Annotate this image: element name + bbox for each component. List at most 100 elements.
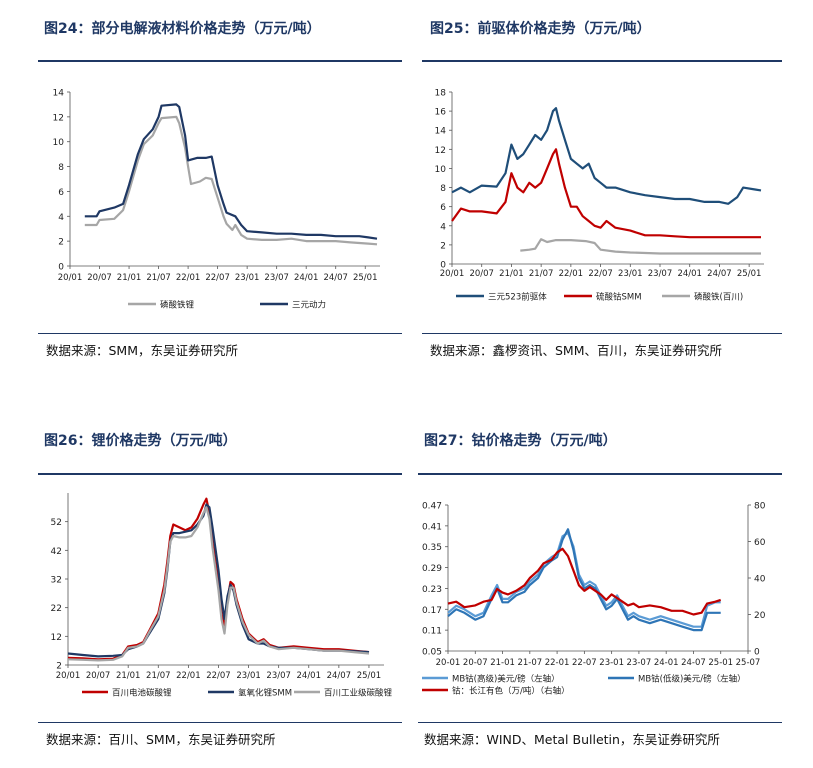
x-tick-label: 21-07	[517, 658, 542, 668]
x-tick-label: 22/07	[206, 671, 231, 681]
y-tick-label: 0.29	[422, 564, 442, 574]
title-rule-fig25	[422, 60, 782, 62]
y-tick-label: 0.23	[422, 585, 442, 595]
y-tick-label: 0.47	[422, 502, 442, 512]
y-tick-label: 4	[440, 222, 446, 232]
x-tick-label: 21/07	[146, 671, 171, 681]
x-tick-label: 20/01	[56, 671, 81, 681]
x-tick-label: 24/07	[323, 273, 348, 283]
legend-label: 氢氧化锂SMM	[238, 688, 292, 699]
y-tick-label: 0.35	[422, 543, 442, 553]
legend-label: 磷酸铁锂	[160, 300, 195, 311]
y-tick-label: 0.17	[422, 606, 442, 616]
x-tick-label: 24-01	[654, 658, 679, 668]
x-tick-label: 24/07	[707, 269, 732, 279]
y2-tick-label: 80	[754, 502, 766, 512]
source-note-fig24: 数据来源：SMM，东吴证券研究所	[46, 343, 239, 358]
series-line	[67, 506, 370, 662]
series-line	[447, 531, 721, 628]
y-tick-label: 12	[51, 633, 62, 643]
y-tick-label: 14	[53, 89, 65, 99]
x-tick-label: 22/07	[205, 273, 230, 283]
y-tick-label: 4	[58, 213, 64, 223]
x-tick-label: 25/01	[737, 269, 762, 279]
chart-title-fig27: 图27：钴价格走势（万元/吨）	[424, 433, 617, 449]
legend-label: MB钴(低级)美元/磅（左轴）	[638, 674, 746, 685]
x-tick-label: 24/01	[294, 273, 319, 283]
x-tick-label: 20/07	[87, 273, 112, 283]
legend-label: 三元动力	[292, 300, 326, 311]
x-tick-label: 20/01	[440, 269, 465, 279]
y-tick-label: 0.41	[422, 522, 442, 532]
x-tick-label: 22/01	[559, 269, 584, 279]
x-tick-label: 24/07	[327, 671, 352, 681]
y-tick-label: 18	[435, 89, 447, 99]
x-tick-label: 23/01	[235, 273, 260, 283]
x-tick-label: 23-01	[599, 658, 624, 668]
y-tick-label: 10	[435, 165, 447, 175]
y-tick-label: 2	[58, 238, 64, 248]
x-tick-label: 21/07	[146, 273, 171, 283]
series-line	[84, 103, 378, 240]
y2-tick-label: 40	[754, 575, 766, 585]
series-line	[67, 503, 370, 658]
chart-title-fig26: 图26：锂价格走势（万元/吨）	[44, 433, 237, 449]
y-tick-label: 10	[53, 138, 65, 148]
y-tick-label: 32	[51, 576, 62, 586]
x-tick-label: 23/07	[266, 671, 291, 681]
source-note-fig26: 数据来源：百川、SMM，东吴证券研究所	[46, 732, 276, 747]
legend-label: MB钴(高级)美元/磅（左轴）	[452, 674, 560, 685]
source-rule-fig24	[38, 333, 402, 334]
x-tick-label: 25-07	[736, 658, 761, 668]
y-tick-label: 0	[58, 263, 64, 273]
y-tick-label: 0	[440, 261, 446, 271]
legend-label: 百川电池碳酸锂	[112, 688, 172, 699]
chart-fig24: 0 2 4 6 8 10 12 14 20/01 20/07 21/01 21/07 22/01 22/0…	[53, 89, 380, 311]
x-tick-label: 22/01	[176, 273, 201, 283]
y2-tick-label: 0	[754, 648, 760, 658]
y-tick-label: 8	[58, 163, 64, 173]
chart-title-fig24: 图24：部分电解液材料价格走势（万元/吨）	[44, 21, 321, 37]
series-line	[520, 238, 761, 255]
x-tick-label: 22/07	[588, 269, 613, 279]
y2-tick-label: 20	[754, 611, 766, 621]
chart-title-fig25: 图25：前驱体价格走势（万元/吨）	[430, 21, 651, 37]
series-line	[447, 547, 722, 616]
legend-label: 钴：长江有色（万/吨）（右轴）	[452, 686, 570, 697]
y-tick-label: 0.11	[422, 627, 442, 637]
x-tick-label: 20/07	[469, 269, 494, 279]
x-tick-label: 22-01	[545, 658, 570, 668]
x-tick-label: 22/01	[176, 671, 201, 681]
source-note-fig25: 数据来源：鑫椤资讯、SMM、百川，东吴证券研究所	[430, 343, 723, 358]
x-tick-label: 21-01	[490, 658, 515, 668]
x-tick-label: 25/01	[353, 273, 378, 283]
legend-label: 硫酸钴SMM	[596, 292, 642, 303]
y-tick-label: 2	[56, 662, 62, 672]
x-tick-label: 24-07	[681, 658, 706, 668]
series-line	[84, 115, 378, 246]
y-tick-label: 16	[435, 108, 447, 118]
y-tick-label: 52	[51, 518, 62, 528]
y-tick-label: 6	[58, 188, 64, 198]
y-tick-label: 8	[440, 184, 446, 194]
y-tick-label: 2	[440, 241, 446, 251]
legend-label: 百川工业级碳酸锂	[324, 688, 393, 699]
x-tick-label: 23/07	[264, 273, 289, 283]
legend-label: 磷酸铁(百川)	[694, 292, 743, 303]
y-tick-label: 6	[440, 203, 446, 213]
x-tick-label: 22-07	[572, 658, 597, 668]
y-tick-label: 42	[51, 547, 62, 557]
x-tick-label: 25/01	[357, 671, 382, 681]
x-tick-label: 23-07	[627, 658, 652, 668]
series-line	[447, 528, 721, 632]
y-tick-label: 0.05	[422, 648, 442, 658]
x-tick-label: 23/01	[236, 671, 260, 681]
x-tick-label: 20-01	[436, 658, 461, 668]
title-rule-fig24	[38, 60, 402, 62]
x-tick-label: 25-01	[708, 658, 733, 668]
y-tick-label: 22	[51, 604, 62, 614]
x-tick-label: 24/01	[677, 269, 702, 279]
y-tick-label: 12	[435, 146, 446, 156]
x-tick-label: 21/01	[117, 273, 142, 283]
series-line	[451, 107, 762, 205]
